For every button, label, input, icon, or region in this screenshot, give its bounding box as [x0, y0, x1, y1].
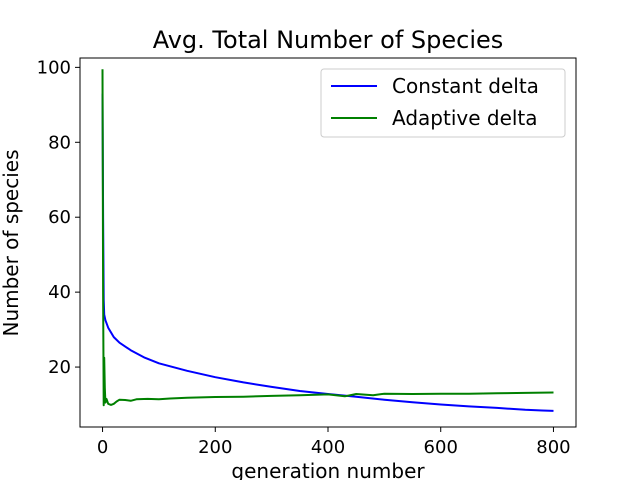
legend: Constant delta Adaptive delta: [320, 68, 566, 138]
legend-entry: Adaptive delta: [392, 106, 538, 130]
x-axis-label: generation number: [231, 459, 425, 480]
series-line-constant-delta: [101, 93, 554, 412]
x-tick-label: 600: [424, 437, 458, 458]
legend-entry: Constant delta: [392, 74, 539, 98]
y-tick-label: 40: [48, 282, 71, 303]
x-tick-label: 200: [198, 437, 232, 458]
chart-title: Avg. Total Number of Species: [153, 26, 504, 54]
x-tick-label: 400: [311, 437, 345, 458]
y-tick-label: 20: [48, 357, 71, 378]
x-tick-label: 800: [536, 437, 570, 458]
y-tick-label: 100: [37, 57, 71, 78]
y-tick-label: 80: [48, 132, 71, 153]
legend-box: [320, 68, 566, 138]
x-tick-label: 0: [97, 437, 108, 458]
y-tick-label: 60: [48, 207, 71, 228]
plot-area: 0 200 400 600 800 20 40 60 80 100 Constant delta Ad…: [37, 57, 577, 458]
y-axis-label: Number of species: [0, 149, 23, 336]
series-line-adaptive-delta: [101, 69, 554, 407]
